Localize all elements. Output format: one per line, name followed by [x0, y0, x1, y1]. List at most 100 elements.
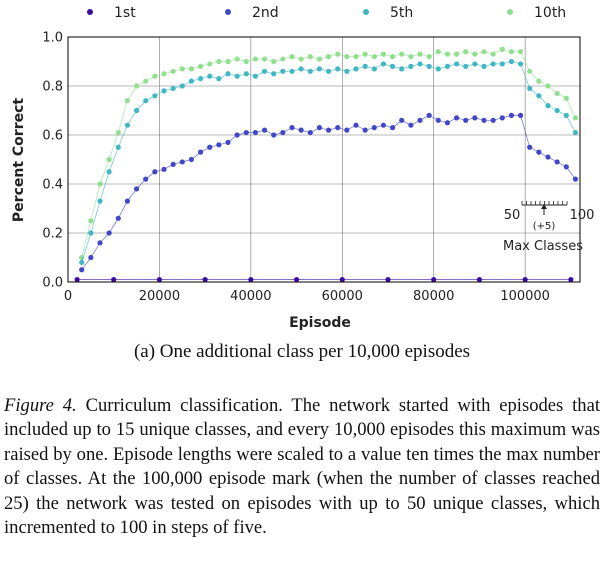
figure-label: Figure 4.	[4, 395, 77, 416]
data-point	[563, 95, 569, 101]
data-point	[444, 63, 451, 69]
data-point	[280, 129, 286, 136]
x-tick-label: 0	[64, 289, 72, 304]
data-point	[435, 66, 441, 72]
data-point	[161, 166, 167, 172]
data-point	[106, 156, 112, 163]
data-point	[371, 125, 377, 131]
data-point	[399, 117, 405, 123]
data-point	[271, 71, 277, 77]
data-point	[490, 117, 496, 123]
data-point	[124, 122, 131, 128]
data-point	[572, 176, 579, 182]
data-point	[408, 54, 414, 60]
data-point	[133, 107, 140, 114]
legend-label: 1st	[114, 5, 136, 21]
data-point	[207, 73, 213, 79]
data-point	[79, 259, 85, 265]
data-point	[476, 276, 483, 283]
series-1st	[74, 276, 574, 283]
data-point	[143, 98, 149, 104]
legend-marker	[87, 9, 93, 15]
series-line	[81, 48, 576, 258]
data-point	[380, 61, 387, 67]
data-point	[408, 63, 414, 69]
data-point	[481, 117, 487, 123]
data-point	[335, 66, 341, 72]
data-point	[463, 117, 469, 123]
data-point	[234, 56, 240, 62]
y-tick-label: 0.6	[42, 129, 63, 144]
data-point	[243, 71, 249, 77]
data-point	[472, 51, 478, 57]
data-point	[188, 156, 195, 163]
data-point	[170, 161, 176, 167]
data-point	[426, 112, 432, 118]
data-point	[152, 73, 158, 79]
legend-label: 2nd	[252, 5, 279, 21]
data-point	[517, 61, 524, 67]
data-point	[97, 198, 103, 204]
data-point	[106, 230, 112, 236]
data-point	[161, 71, 167, 77]
data-point	[522, 276, 528, 283]
data-point	[389, 54, 396, 60]
data-point	[225, 139, 231, 145]
data-point	[234, 73, 240, 79]
data-point	[344, 127, 350, 133]
data-point	[435, 49, 441, 55]
data-point	[216, 142, 222, 148]
figure-caption-text: Curriculum classification. The network s…	[4, 395, 601, 539]
x-tick-label: 60000	[322, 289, 363, 304]
data-point	[261, 127, 268, 133]
data-point	[316, 125, 323, 131]
series-line	[81, 115, 576, 271]
data-point	[417, 51, 423, 57]
data-point	[170, 68, 176, 74]
data-point	[124, 98, 131, 104]
data-point	[156, 276, 163, 283]
series-layer	[74, 46, 579, 283]
legend-label: 5th	[390, 5, 413, 21]
data-point	[289, 125, 295, 131]
inset-step-label: (+5)	[533, 221, 556, 232]
data-point	[435, 117, 441, 123]
data-point	[252, 73, 259, 79]
data-point	[225, 58, 231, 65]
data-point	[371, 54, 377, 60]
chart: 0 20000 40000 60000 80000 100000 0.0 0.2 0.4 0.6 0…	[11, 5, 594, 331]
data-point	[499, 46, 505, 52]
legend-marker	[225, 9, 231, 15]
data-point	[161, 88, 167, 94]
data-point	[152, 169, 158, 175]
data-point	[298, 56, 304, 62]
ticks: 0 20000 40000 60000 80000 100000 0.0 0.2 0.4 0.6 0…	[42, 31, 550, 305]
data-point	[202, 276, 208, 283]
inset-title: Max Classes	[503, 239, 583, 254]
data-point	[216, 76, 222, 82]
data-point	[399, 66, 405, 72]
data-point	[143, 78, 149, 84]
data-point	[252, 56, 259, 62]
data-point	[79, 267, 85, 273]
data-point	[289, 54, 295, 60]
data-point	[517, 112, 524, 118]
data-point	[417, 117, 423, 123]
data-point	[545, 83, 551, 89]
data-point	[463, 63, 469, 69]
data-point	[545, 103, 551, 109]
max-classes-inset: 50 100 (+5) Max Classes	[503, 201, 594, 254]
data-point	[207, 144, 213, 150]
data-point	[568, 276, 574, 283]
data-point	[536, 149, 542, 155]
data-point	[97, 240, 103, 246]
data-point	[408, 122, 414, 128]
inset-right-label: 100	[570, 208, 595, 223]
legend-marker	[507, 9, 513, 15]
data-point	[389, 125, 396, 131]
data-point	[88, 254, 94, 261]
data-point	[431, 276, 437, 283]
data-point	[316, 56, 323, 62]
data-point	[362, 127, 368, 133]
data-point	[353, 66, 359, 72]
